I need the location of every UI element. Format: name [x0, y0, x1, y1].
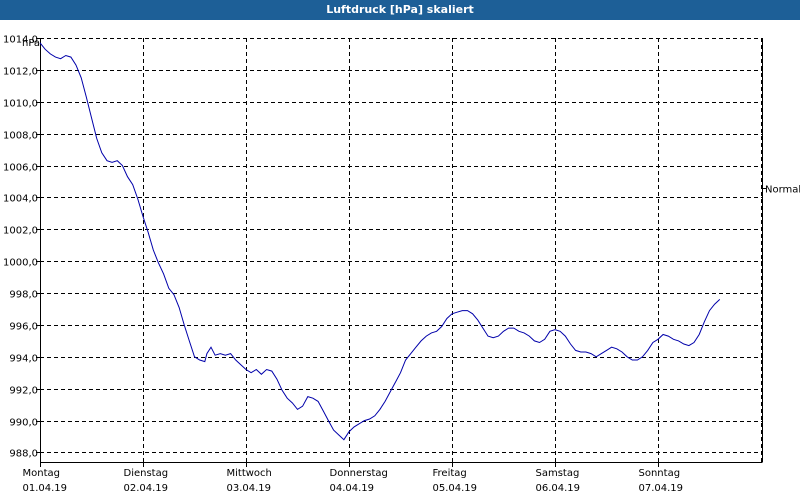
x-tick-day: Freitag	[433, 468, 467, 479]
y-tick-label: 1014,0	[3, 35, 38, 46]
y-tick-label: 1004,0	[3, 194, 38, 205]
x-tick-day: Samstag	[536, 468, 580, 479]
normal-label: Normal	[765, 185, 800, 196]
y-tick-label: 1008,0	[3, 131, 38, 142]
x-tick-date: 06.04.19	[536, 483, 581, 494]
x-tick-date: 04.04.19	[330, 483, 375, 494]
x-tick-date: 02.04.19	[124, 483, 169, 494]
x-tick-day: Mittwoch	[227, 468, 272, 479]
chart-title: Luftdruck [hPa] skaliert	[0, 0, 800, 20]
x-tick-date: 07.04.19	[639, 483, 684, 494]
y-tick-label: 996,0	[9, 322, 38, 333]
y-tick-label: 1002,0	[3, 226, 38, 237]
y-axis-label: hPa	[22, 38, 40, 49]
y-tick-label: 1006,0	[3, 163, 38, 174]
pressure-series-line	[39, 42, 721, 441]
x-tick-day: Sonntag	[639, 468, 681, 479]
x-tick-date: 01.04.19	[23, 483, 68, 494]
y-tick-label: 998,0	[9, 290, 38, 301]
y-tick-label: 1010,0	[3, 99, 38, 110]
y-tick-label: 992,0	[9, 386, 38, 397]
y-tick-label: 1000,0	[3, 258, 38, 269]
x-tick-day: Donnerstag	[330, 468, 388, 479]
y-tick-label: 994,0	[9, 354, 38, 365]
x-tick-day: Dienstag	[124, 468, 169, 479]
y-tick-label: 990,0	[9, 418, 38, 429]
x-tick-day: Montag	[23, 468, 60, 479]
y-tick-label: 1012,0	[3, 67, 38, 78]
pressure-chart: 1014,0 1012,0 1010,0 1008,0 1006,0 1004,0 1002…	[3, 35, 800, 495]
x-tick-date: 05.04.19	[433, 483, 478, 494]
x-tick-date: 03.04.19	[227, 483, 272, 494]
y-tick-label: 988,0	[9, 449, 38, 460]
chart-area: 1014,0 1012,0 1010,0 1008,0 1006,0 1004,0 1002…	[0, 20, 800, 500]
